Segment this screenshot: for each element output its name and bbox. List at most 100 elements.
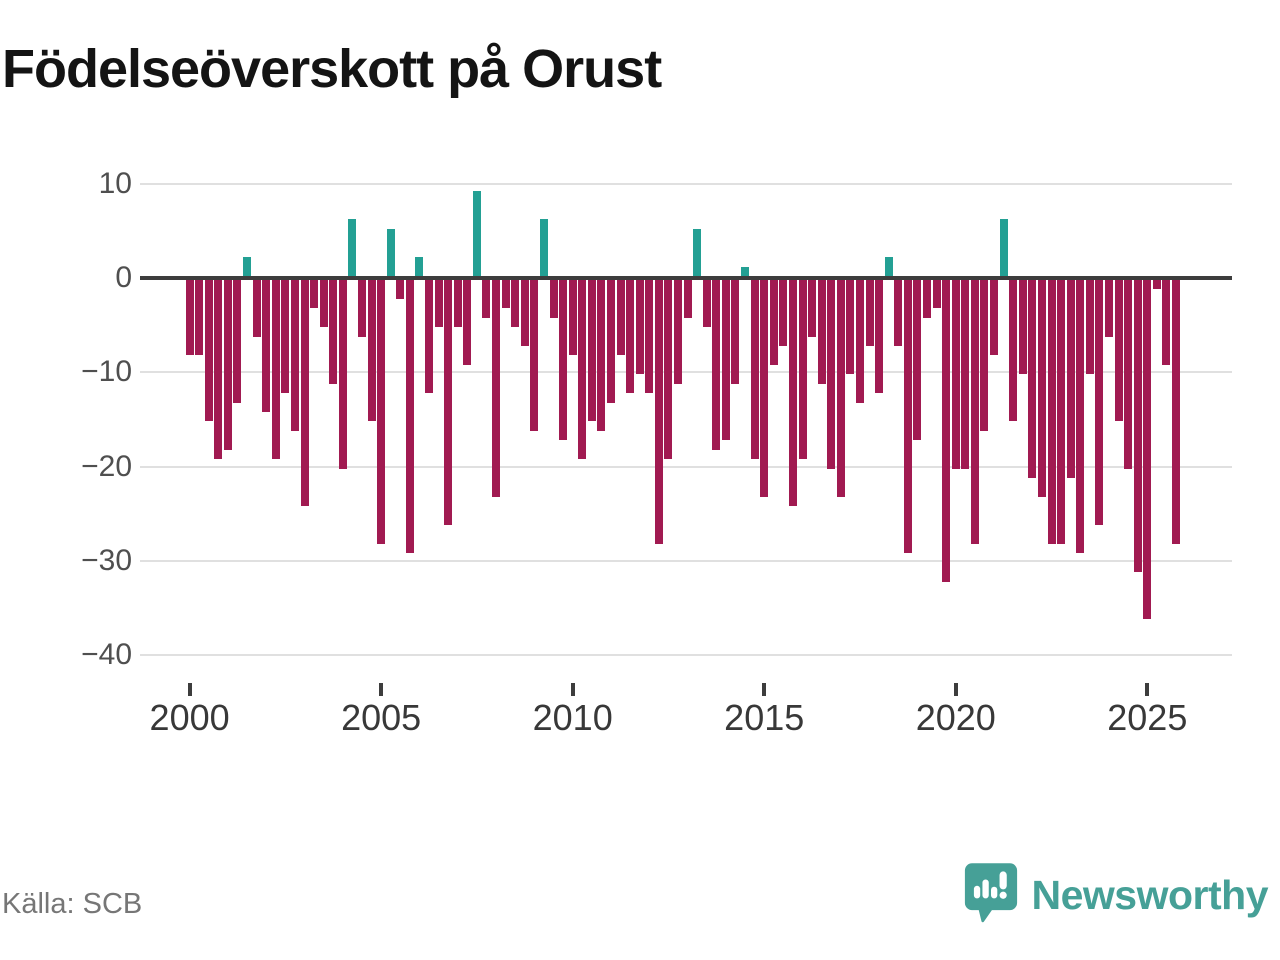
bar-2014-q3 — [741, 266, 750, 276]
bar-2000-q3 — [204, 280, 213, 422]
bar-2010-q4 — [597, 280, 606, 431]
bar-2013-q1 — [683, 280, 692, 318]
bar-2011-q3 — [626, 280, 635, 394]
bar-2021-q1 — [990, 280, 999, 356]
bar-2001-q3 — [243, 257, 252, 276]
bar-2019-q1 — [913, 280, 922, 441]
bar-2024-q2 — [1114, 280, 1123, 422]
bar-2022-q4 — [1057, 280, 1066, 544]
bar-2002-q3 — [281, 280, 290, 394]
source-note: Källa: SCB — [2, 888, 143, 920]
bar-2014-q2 — [731, 280, 740, 384]
bar-2015-q3 — [779, 280, 788, 346]
bar-2017-q2 — [846, 280, 855, 375]
bar-2020-q4 — [980, 280, 989, 431]
x-tick-label: 2020 — [915, 697, 996, 738]
bar-2005-q4 — [405, 280, 414, 554]
bar-2001-q2 — [233, 280, 242, 403]
bar-2016-q4 — [827, 280, 836, 469]
bar-2022-q2 — [1037, 280, 1046, 497]
bar-2017-q1 — [836, 280, 845, 497]
bar-2002-q2 — [271, 280, 280, 460]
y-tick-label: −30 — [81, 543, 132, 577]
bar-2016-q3 — [817, 280, 826, 384]
bar-2024-q1 — [1104, 280, 1113, 337]
bar-2011-q4 — [635, 280, 644, 375]
bar-2005-q3 — [396, 280, 405, 299]
bar-2024-q4 — [1133, 280, 1142, 573]
bar-2004-q3 — [357, 280, 366, 337]
bar-2023-q2 — [1076, 280, 1085, 554]
bar-2025-q3 — [1162, 280, 1171, 365]
bar-2000-q2 — [195, 280, 204, 356]
bar-2015-q2 — [769, 280, 778, 365]
bar-2003-q1 — [300, 280, 309, 507]
bar-2010-q2 — [578, 280, 587, 460]
bar-2005-q1 — [377, 280, 386, 544]
bar-2015-q4 — [788, 280, 797, 507]
bar-2023-q4 — [1095, 280, 1104, 526]
bar-2022-q3 — [1047, 280, 1056, 544]
bar-2007-q1 — [453, 280, 462, 328]
bar-2023-q1 — [1066, 280, 1075, 478]
bar-2007-q2 — [463, 280, 472, 365]
bar-2000-q1 — [185, 280, 194, 356]
bar-2016-q1 — [798, 280, 807, 460]
bar-2025-q2 — [1152, 280, 1161, 290]
bar-2010-q1 — [568, 280, 577, 356]
bar-2003-q2 — [310, 280, 319, 309]
bar-2016-q2 — [808, 280, 817, 337]
bar-2009-q4 — [559, 280, 568, 441]
gridline — [140, 559, 1232, 562]
bar-2011-q1 — [606, 280, 615, 403]
bar-2013-q3 — [702, 280, 711, 328]
bar-2025-q4 — [1172, 280, 1181, 544]
bar-2004-q4 — [367, 280, 376, 422]
bar-2006-q4 — [444, 280, 453, 526]
gridline — [140, 654, 1232, 656]
bar-2019-q3 — [932, 280, 941, 309]
x-tick-label: 2005 — [341, 697, 422, 738]
bar-2008-q4 — [520, 280, 529, 346]
bar-2012-q3 — [664, 280, 673, 460]
bar-2006-q1 — [415, 257, 424, 276]
bar-2004-q2 — [348, 219, 357, 276]
bar-2006-q3 — [434, 280, 443, 328]
x-tick — [953, 683, 958, 696]
y-tick-label: 10 — [98, 166, 132, 200]
bar-2018-q3 — [894, 280, 903, 346]
bar-2013-q2 — [693, 228, 702, 276]
bar-2013-q4 — [712, 280, 721, 450]
bar-2020-q2 — [961, 280, 970, 469]
bar-2012-q2 — [654, 280, 663, 544]
y-tick-label: −20 — [81, 449, 132, 483]
bar-2009-q1 — [530, 280, 539, 431]
gridline — [140, 465, 1232, 468]
bar-2009-q2 — [539, 219, 548, 276]
bar-2012-q4 — [674, 280, 683, 384]
bar-2021-q2 — [999, 219, 1008, 276]
bar-2020-q3 — [970, 280, 979, 544]
x-tick — [187, 683, 192, 696]
bar-2019-q4 — [942, 280, 951, 582]
x-tick-label: 2000 — [149, 697, 230, 738]
x-tick — [570, 683, 575, 696]
newsworthy-logo-icon — [964, 862, 1018, 929]
bar-2021-q4 — [1018, 280, 1027, 375]
bar-2015-q1 — [760, 280, 769, 497]
bar-2018-q2 — [884, 257, 893, 276]
bar-2024-q3 — [1124, 280, 1133, 469]
bar-2009-q3 — [549, 280, 558, 318]
bar-2014-q4 — [750, 280, 759, 460]
bar-2003-q3 — [319, 280, 328, 328]
bar-2011-q2 — [616, 280, 625, 356]
bar-2001-q1 — [223, 280, 232, 450]
bar-2022-q1 — [1028, 280, 1037, 478]
newsworthy-branding: Newsworthy — [964, 862, 1268, 929]
bar-2018-q1 — [875, 280, 884, 394]
bar-2002-q4 — [290, 280, 299, 431]
zero-baseline — [140, 276, 1232, 280]
bar-2020-q1 — [951, 280, 960, 469]
bar-2023-q3 — [1085, 280, 1094, 375]
bar-2021-q3 — [1009, 280, 1018, 422]
